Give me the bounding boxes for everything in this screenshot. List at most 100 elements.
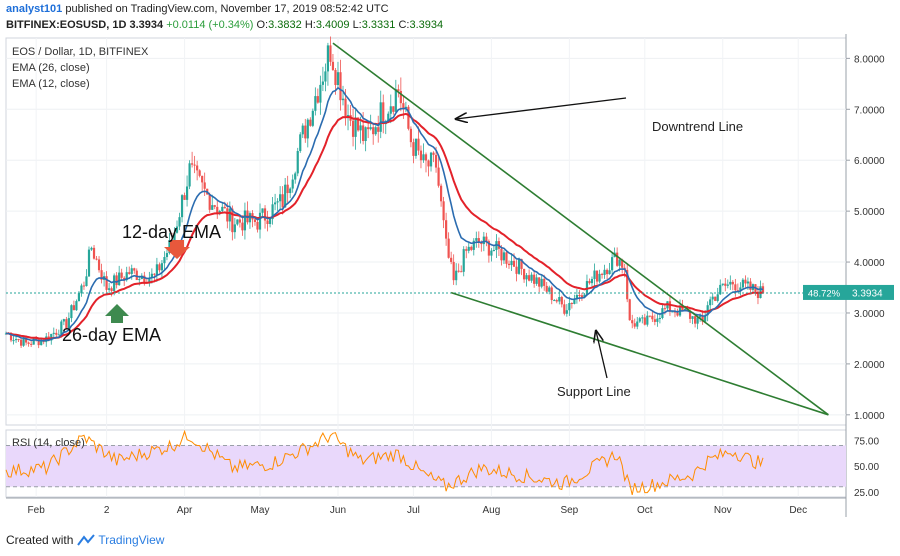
candle-body <box>276 201 279 203</box>
candle-body <box>455 270 458 281</box>
candle-body <box>696 317 699 324</box>
candle-body <box>653 319 656 322</box>
support-line <box>450 291 829 416</box>
candle-body <box>221 206 224 212</box>
candle-body <box>626 269 629 300</box>
candle-body <box>565 310 568 314</box>
candle-body <box>656 318 659 322</box>
candle-body <box>573 299 576 304</box>
tradingview-logo[interactable]: TradingView <box>77 533 164 547</box>
candle-body <box>175 226 179 233</box>
candle-body <box>248 213 252 223</box>
candle-body <box>218 211 221 213</box>
x-tick-label: Dec <box>789 505 807 516</box>
candle-body <box>133 268 136 271</box>
candle-body <box>540 278 543 287</box>
rsi-line <box>5 429 764 496</box>
candle-body <box>490 250 493 256</box>
candle-body <box>311 110 314 126</box>
candle-body <box>158 264 161 271</box>
candle-body <box>72 305 76 311</box>
ema12-marker-icon <box>164 240 190 259</box>
candle-body <box>711 296 714 300</box>
candle-body <box>472 240 475 250</box>
candle-body <box>389 106 392 114</box>
candle-body <box>253 219 257 222</box>
candle-body <box>351 120 355 137</box>
candle-body <box>14 339 18 341</box>
candle-body <box>359 125 362 131</box>
candle-body <box>485 236 488 242</box>
candle-body <box>719 284 722 295</box>
candle-body <box>52 332 55 334</box>
candle-body <box>470 246 473 250</box>
candle-body <box>284 184 287 208</box>
candle-body <box>97 259 101 271</box>
candle-body <box>575 294 578 300</box>
candle-body <box>633 323 636 327</box>
candle-body <box>756 291 760 299</box>
candle-body <box>528 275 531 281</box>
candle-body <box>123 277 126 281</box>
candle-body <box>55 332 58 335</box>
candle-body <box>434 154 438 168</box>
candle-body <box>213 205 216 207</box>
ohlc-low: 3.3331 <box>361 19 396 31</box>
candle-body <box>658 318 661 320</box>
candle-body <box>271 204 274 220</box>
candle-body <box>746 281 750 284</box>
pct-badge-label: 48.72% <box>808 288 841 299</box>
candle-body <box>558 297 561 302</box>
candle-body <box>588 281 591 284</box>
candle-body <box>538 277 541 287</box>
candle-body <box>25 338 28 343</box>
footer: Created with TradingView <box>6 533 164 547</box>
candle-body <box>268 219 272 224</box>
candle-body <box>354 117 357 137</box>
candle-body <box>522 268 526 280</box>
y-tick-label: 1.0000 <box>854 411 885 422</box>
candle-body <box>135 270 138 281</box>
candle-body <box>392 106 395 112</box>
candle-body <box>238 219 241 223</box>
price-badge-label: 3.3934 <box>852 288 883 299</box>
candle-body <box>19 339 23 346</box>
downtrend-arrow <box>456 97 627 119</box>
candle-body <box>570 303 573 305</box>
candle-body <box>70 305 73 319</box>
candle-body <box>198 170 201 176</box>
support-arrow <box>596 331 608 379</box>
candle-body <box>450 257 453 262</box>
candle-body <box>17 339 20 341</box>
candle-body <box>641 317 644 319</box>
candle-body <box>233 224 236 233</box>
candle-body <box>128 272 131 274</box>
candle-body <box>688 311 692 319</box>
candle-body <box>57 334 60 336</box>
pct-badge <box>803 284 846 300</box>
candle-body <box>105 276 108 290</box>
candle-body <box>35 338 38 340</box>
candle-body <box>236 219 239 225</box>
candle-body <box>409 128 413 143</box>
candle-body <box>618 259 621 266</box>
legend-item: EMA (12, close) <box>12 78 90 90</box>
candle-body <box>475 238 478 241</box>
candle-body <box>598 273 601 282</box>
candle-body <box>9 333 13 341</box>
x-tick-label: May <box>251 505 270 516</box>
candle-body <box>397 89 400 91</box>
candle-body <box>616 252 619 266</box>
candle-body <box>356 117 360 131</box>
candle-body <box>563 304 566 314</box>
x-tick-label: 2 <box>104 505 110 516</box>
candle-body <box>274 202 277 205</box>
candle-body <box>372 127 375 135</box>
rsi-tick-label: 25.00 <box>854 488 879 499</box>
candle-body <box>683 308 687 311</box>
author-link[interactable]: analyst101 <box>6 3 63 15</box>
candle-body <box>525 275 528 280</box>
candle-body <box>714 296 717 301</box>
candle-body <box>419 150 423 161</box>
